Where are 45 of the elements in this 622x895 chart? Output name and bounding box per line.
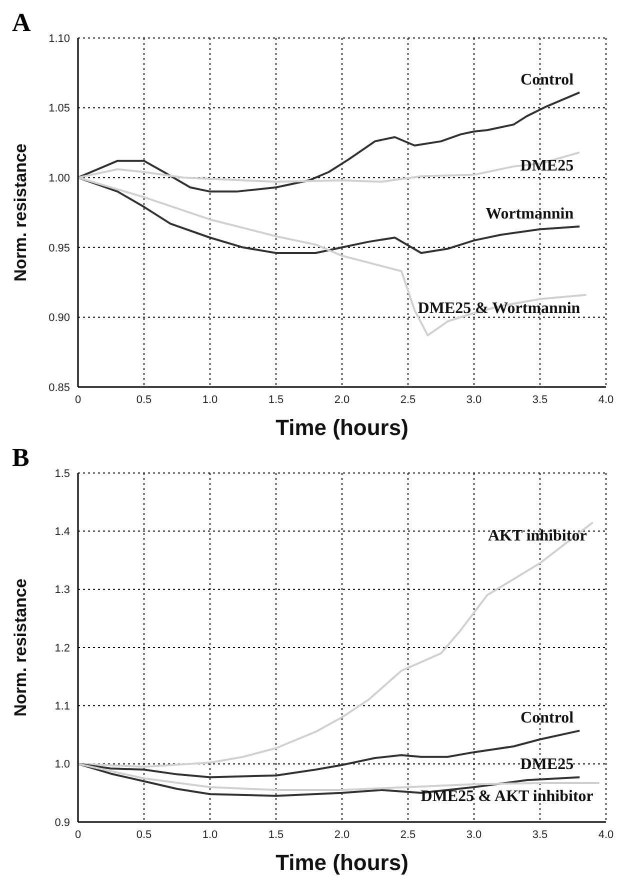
y-tick-label: 1.4 (54, 526, 70, 538)
y-tick-label: 1.2 (54, 642, 70, 654)
x-tick-label: 3.5 (532, 828, 548, 841)
series-label: AKT inhibitor (488, 527, 587, 544)
x-tick-label: 0 (74, 394, 82, 406)
y-axis-title: Norm. resistance (11, 144, 30, 282)
x-tick-label: 1.5 (268, 828, 284, 841)
x-tick-label: 2.5 (400, 394, 416, 406)
y-tick-label: 1.1 (54, 700, 70, 713)
x-tick-label: 3.0 (466, 394, 482, 406)
y-tick-label: 1.00 (48, 172, 70, 185)
x-tick-label: 4.0 (598, 394, 614, 406)
y-tick-label: 1.5 (54, 468, 70, 480)
x-tick-label: 2.5 (400, 828, 416, 841)
chart-title: A (12, 8, 31, 38)
x-tick-label: 4.0 (598, 828, 614, 841)
x-tick-label: 3.5 (532, 394, 548, 406)
series-label: DME25 & AKT inhibitor (420, 788, 594, 806)
chart-title: B (12, 443, 30, 473)
x-axis-title: Time (hours) (276, 850, 408, 875)
x-tick-label: 1.5 (268, 394, 284, 406)
y-tick-label: 1.05 (48, 102, 70, 115)
x-tick-label: 3.0 (466, 828, 482, 841)
x-tick-label: 0 (74, 828, 82, 841)
x-tick-label: 1.0 (202, 394, 218, 406)
series-label: DME25 (520, 756, 574, 774)
x-axis-title: Time (hours) (276, 415, 408, 440)
x-tick-label: 2.0 (334, 828, 350, 841)
y-tick-label: 1.10 (48, 32, 70, 45)
series-label: DME25 & Wortmannin (418, 300, 580, 317)
y-tick-label: 0.90 (48, 312, 70, 324)
series-label: Control (520, 71, 574, 88)
x-tick-label: 2.0 (334, 394, 350, 406)
y-tick-label: 1.0 (54, 758, 70, 771)
x-tick-label: 1.0 (202, 828, 218, 841)
y-tick-label: 0.85 (48, 382, 70, 394)
y-tick-label: 0.9 (54, 816, 70, 829)
y-axis-title: Norm. resistance (11, 578, 30, 716)
y-tick-label: 0.95 (48, 242, 70, 254)
x-tick-label: 0.5 (136, 394, 152, 406)
y-tick-label: 1.3 (54, 584, 70, 596)
x-tick-label: 0.5 (136, 828, 152, 841)
series-label: Wortmannin (486, 205, 574, 222)
series-label: DME25 (520, 157, 574, 174)
series-label: Control (520, 710, 574, 727)
